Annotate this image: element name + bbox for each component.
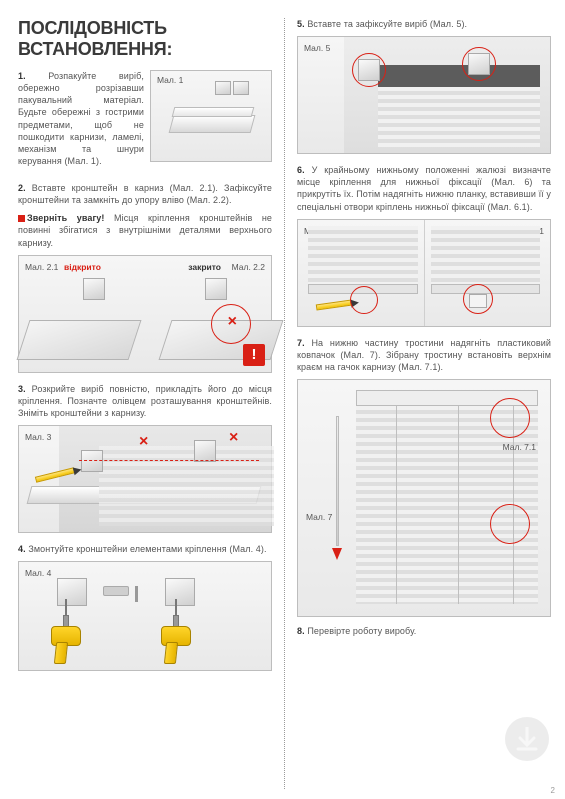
step-5-num: 5. [297,19,305,29]
fig6-slats [308,226,418,286]
step-8-body: Перевірте роботу виробу. [305,626,417,636]
fig5-circle-l [352,53,386,87]
fig7-circle-top [490,398,530,438]
drill-icon-2 [159,608,199,658]
figure-4-label: Мал. 4 [25,568,51,578]
page-title: ПОСЛІДОВНІСТЬ ВСТАНОВЛЕННЯ: [18,18,272,60]
step-1-row: 1. Розпакуйте виріб, обережно розрізавши… [18,70,272,172]
step-7-text: 7. На нижню частину тростини надягніть п… [297,337,551,373]
figure-3: Мал. 3 × × [18,425,272,533]
figure-22-label: Мал. 2.2 [232,262,265,272]
left-column: ПОСЛІДОВНІСТЬ ВСТАНОВЛЕННЯ: 1. Розпакуйт… [18,18,272,789]
watermark-icon [505,717,549,761]
fig3-cross-2: × [229,430,238,446]
fig5-slats [378,87,540,147]
fig4-bracket-l [57,578,87,606]
fig7-circle-bottom [490,504,530,544]
figure-6: Мал. 6 Мал. 6.1 [297,219,551,327]
fig1-part-2 [233,81,249,95]
step-8-text: 8. Перевірте роботу виробу. [297,625,551,637]
fig7-wand [336,416,339,546]
pencil-icon-2 [316,299,352,310]
fig61-circle [463,284,493,314]
fig4-anchor [103,586,129,596]
step-3-num: 3. [18,384,26,394]
fig4-screw [135,586,138,602]
fig7-tassel-icon [332,548,342,560]
step-3-text: 3. Розкрийте виріб повністю, прикладіть … [18,383,272,419]
fig7-cord-1 [396,406,397,604]
warning-icon [18,215,25,222]
step-7-body: На нижню частину тростини надягніть плас… [297,338,551,372]
fig3-bracket-r [194,440,216,462]
fig7-cord-2 [458,406,459,604]
figure-5: Мал. 5 [297,36,551,154]
step-2-warn-b: Зверніть увагу! [27,213,105,223]
step-4-num: 4. [18,544,26,554]
step-1-body: Розпакуйте виріб, обережно розрізавши па… [18,71,144,166]
figure-1: Мал. 1 [150,70,272,162]
fig1-rail-top [172,107,255,117]
alert-icon: ! [243,344,265,366]
fig2-box-l [17,320,142,360]
fig5-frame [378,65,540,87]
step-2-body: Вставте кронштейн в карниз (Мал. 2.1). З… [18,183,272,205]
step-6-num: 6. [297,165,305,175]
fig5-circle-r [462,47,496,81]
step-4-text: 4. Змонтуйте кронштейни елементами кріпл… [18,543,272,555]
fig3-bracket-l [81,450,103,472]
fig1-part [215,81,231,95]
fig1-rail [169,115,256,133]
step-2-text: 2. Вставте кронштейн в карниз (Мал. 2.1)… [18,182,272,206]
step-6-text: 6. У крайньому нижньому положенні жалюзі… [297,164,551,213]
fig2-cross-icon: × [228,314,237,330]
figure-71-label: Мал. 7.1 [503,442,536,452]
drill-icon-1 [49,608,89,658]
fig2-bracket-r [205,278,227,300]
step-5-text: 5. Вставте та зафіксуйте виріб (Мал. 5). [297,18,551,30]
step-8-num: 8. [297,626,305,636]
step-4-body: Змонтуйте кронштейни елементами кріпленн… [26,544,267,554]
fig6-circle [350,286,378,314]
page-number: 2 [551,786,555,795]
figure-21-label: Мал. 2.1 [25,262,58,272]
figure-2: Мал. 2.1 відкрито закрито Мал. 2.2 × ! [18,255,272,373]
figure-1-label: Мал. 1 [157,75,183,85]
fig3-dashline [79,460,259,461]
figure-4: Мал. 4 [18,561,272,671]
step-1-num: 1. [18,71,26,81]
figure-7-label: Мал. 7 [306,512,332,522]
right-column: 5. Вставте та зафіксуйте виріб (Мал. 5).… [297,18,551,789]
fig3-cross-1: × [139,434,148,450]
fig2-bracket-l [83,278,105,300]
fig3-slats [99,446,274,526]
fig61-slats [431,226,541,286]
label-open: відкрито [64,262,101,272]
column-divider [284,18,285,789]
label-closed: закрито [188,262,221,272]
step-1-text: 1. Розпакуйте виріб, обережно розрізавши… [18,70,144,172]
page-root: ПОСЛІДОВНІСТЬ ВСТАНОВЛЕННЯ: 1. Розпакуйт… [0,0,565,799]
figure-6-left: Мал. 6 [298,220,424,326]
step-2-warning: Зверніть увагу! Місця кріплення кронштей… [18,212,272,248]
figure-3-label: Мал. 3 [25,432,51,442]
figure-7: Мал. 7 Мал. 7.1 [297,379,551,617]
step-2-num: 2. [18,183,26,193]
fig4-bracket-r [165,578,195,606]
figure-61-right: Мал. 6.1 [425,220,551,326]
step-3-body: Розкрийте виріб повністю, прикладіть йог… [18,384,272,418]
step-5-body: Вставте та зафіксуйте виріб (Мал. 5). [305,19,467,29]
step-7-num: 7. [297,338,305,348]
figure-5-label: Мал. 5 [304,43,330,53]
step-6-body: У крайньому нижньому положенні жалюзі ви… [297,165,551,211]
